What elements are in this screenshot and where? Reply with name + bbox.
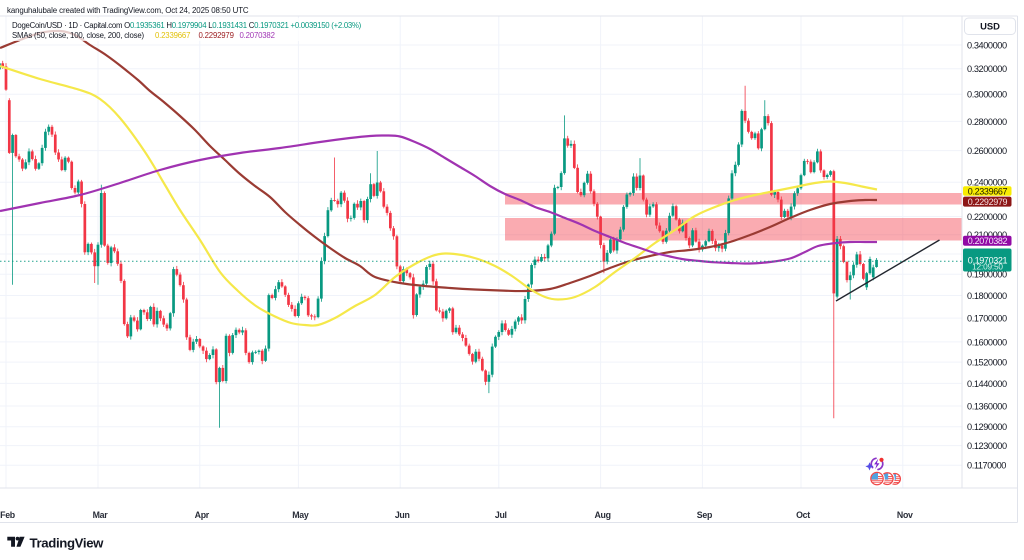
svg-text:0.2400000: 0.2400000 — [967, 178, 1007, 188]
svg-text:0.1520000: 0.1520000 — [967, 358, 1007, 368]
svg-text:0.1970321: 0.1970321 — [968, 255, 1008, 265]
svg-text:0.1170000: 0.1170000 — [967, 461, 1006, 471]
svg-text:Sep: Sep — [697, 510, 713, 520]
svg-text:0.2200000: 0.2200000 — [967, 212, 1007, 222]
svg-text:Mar: Mar — [93, 510, 109, 520]
svg-text:SMAs (50, close, 100, close, 2: SMAs (50, close, 100, close, 200, close) — [12, 31, 144, 40]
svg-text:0.3400000: 0.3400000 — [967, 40, 1007, 50]
svg-text:TradingView: TradingView — [30, 535, 105, 550]
svg-text:0.2292979: 0.2292979 — [968, 197, 1008, 207]
svg-text:DogeCoin/USD · 1D · Capital.co: DogeCoin/USD · 1D · Capital.com O0.19353… — [12, 21, 362, 30]
svg-text:USD: USD — [980, 21, 1000, 32]
svg-text:Aug: Aug — [594, 510, 610, 520]
svg-text:May: May — [292, 510, 309, 520]
svg-text:0.1230000: 0.1230000 — [967, 441, 1007, 451]
svg-text:0.2070382: 0.2070382 — [240, 31, 275, 40]
svg-text:0.2800000: 0.2800000 — [967, 117, 1007, 127]
svg-text:Nov: Nov — [897, 510, 913, 520]
svg-text:12:09:50: 12:09:50 — [972, 262, 1003, 272]
svg-text:Apr: Apr — [195, 510, 210, 520]
svg-text:0.1440000: 0.1440000 — [967, 379, 1007, 389]
svg-text:0.1800000: 0.1800000 — [967, 291, 1007, 301]
svg-text:kanguhalubale created with Tra: kanguhalubale created with TradingView.c… — [7, 6, 249, 15]
svg-text:0.3000000: 0.3000000 — [967, 90, 1007, 100]
svg-text:0.2100000: 0.2100000 — [967, 230, 1007, 240]
svg-text:0.1360000: 0.1360000 — [967, 401, 1007, 411]
svg-text:0.2070382: 0.2070382 — [968, 236, 1008, 246]
svg-text:Jun: Jun — [395, 510, 410, 520]
svg-text:0.2339667: 0.2339667 — [155, 31, 190, 40]
svg-text:0.1290000: 0.1290000 — [967, 422, 1007, 432]
svg-text:0.1900000: 0.1900000 — [967, 270, 1007, 280]
svg-text:Feb: Feb — [0, 510, 16, 520]
svg-text:Jul: Jul — [495, 510, 507, 520]
svg-text:0.3200000: 0.3200000 — [967, 64, 1007, 74]
svg-text:0.2339667: 0.2339667 — [968, 186, 1008, 196]
svg-text:0.2292979: 0.2292979 — [199, 31, 234, 40]
svg-text:0.2600000: 0.2600000 — [967, 146, 1007, 156]
svg-text:Oct: Oct — [796, 510, 810, 520]
svg-text:0.1700000: 0.1700000 — [967, 314, 1007, 324]
svg-text:0.1600000: 0.1600000 — [967, 337, 1007, 347]
